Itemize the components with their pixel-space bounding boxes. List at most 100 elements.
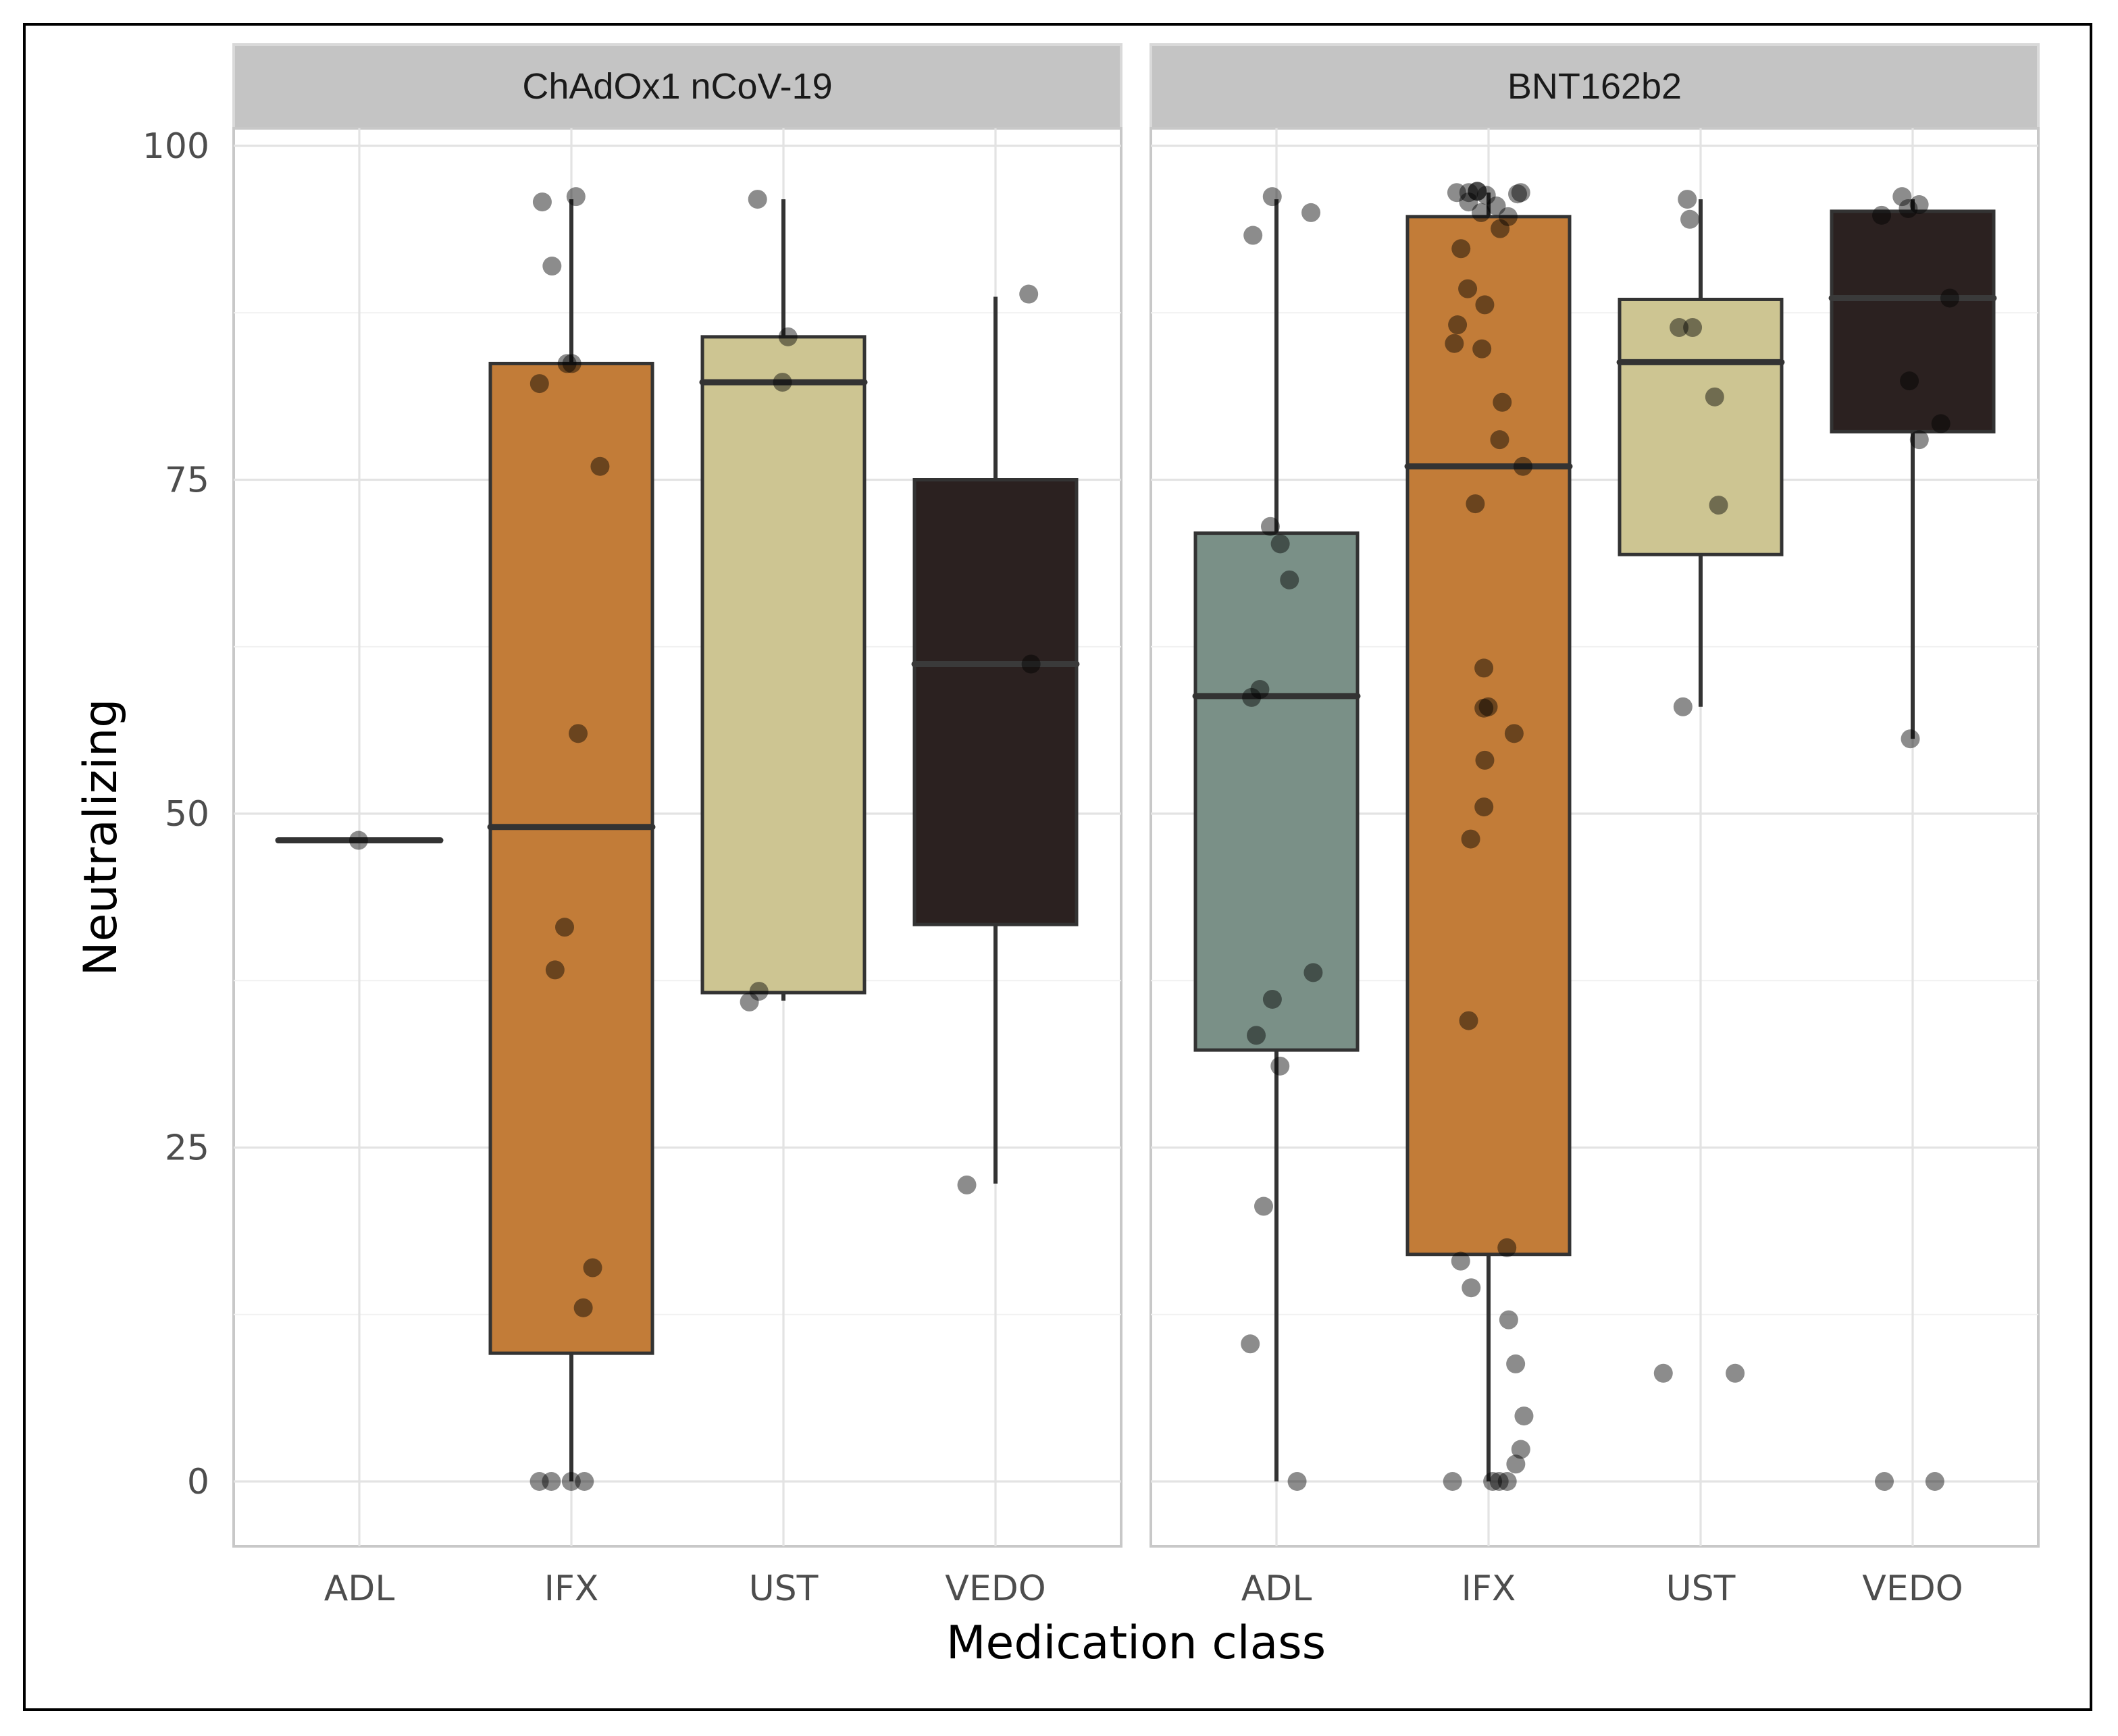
data-point: [778, 327, 798, 346]
data-point: [740, 992, 759, 1011]
data-point: [1508, 184, 1528, 204]
data-point: [575, 1472, 594, 1491]
data-point: [566, 187, 586, 207]
facet-strip: [1150, 43, 2040, 130]
data-point: [1451, 239, 1471, 259]
data-point: [1490, 430, 1509, 450]
data-point: [573, 1298, 593, 1317]
data-point: [1925, 1472, 1944, 1491]
data-point: [1019, 284, 1039, 304]
data-point: [957, 1175, 977, 1194]
x-tick-label: ADL: [324, 1569, 395, 1609]
data-point: [1504, 724, 1524, 743]
data-point: [1900, 371, 1919, 391]
data-point: [1243, 226, 1263, 245]
data-point: [1475, 295, 1495, 315]
data-point: [1280, 570, 1299, 589]
box-adl: [1192, 187, 1361, 1491]
data-point: [1653, 1363, 1673, 1383]
data-point: [1254, 1196, 1274, 1216]
data-point: [1899, 199, 1918, 218]
data-point: [1705, 387, 1724, 406]
x-tick-label: VEDO: [1862, 1569, 1963, 1609]
box: [912, 478, 1079, 926]
data-point: [1250, 680, 1270, 700]
data-point: [1448, 315, 1468, 335]
data-point: [1247, 1026, 1266, 1045]
box-ifx: [1404, 182, 1573, 1491]
data-point: [1931, 414, 1951, 433]
data-point: [1459, 1011, 1478, 1030]
x-tick-label: ADL: [1241, 1569, 1312, 1609]
data-point: [557, 354, 577, 373]
data-point: [1506, 1354, 1526, 1373]
data-point: [1514, 1406, 1534, 1426]
y-tick-label: 25: [165, 1128, 209, 1169]
box: [488, 361, 654, 1355]
x-tick-label: IFX: [1462, 1569, 1516, 1609]
data-point: [530, 374, 549, 394]
data-point: [545, 960, 565, 980]
box-adl: [275, 831, 444, 850]
data-point: [1683, 318, 1703, 338]
data-point: [1260, 517, 1280, 536]
box-ifx: [487, 187, 656, 1491]
data-point: [1443, 1472, 1462, 1491]
data-point: [1021, 654, 1041, 674]
y-axis-title: Neutralizing: [74, 699, 128, 976]
data-point: [1478, 697, 1498, 716]
data-point: [542, 257, 562, 276]
data-point: [1497, 1238, 1517, 1257]
data-point: [1678, 190, 1697, 209]
data-point: [1909, 430, 1929, 450]
data-point: [562, 354, 582, 373]
data-point: [1498, 207, 1518, 226]
data-point: [773, 373, 792, 392]
data-point: [1497, 1472, 1517, 1491]
data-point: [583, 1258, 602, 1278]
data-point: [348, 831, 368, 850]
data-point: [1680, 209, 1700, 229]
data-point: [1513, 456, 1532, 476]
data-point: [1476, 186, 1496, 205]
data-point: [1493, 392, 1512, 412]
data-point: [1459, 183, 1478, 203]
data-point: [1872, 205, 1892, 225]
data-point: [1892, 187, 1912, 207]
data-point: [1491, 219, 1510, 238]
x-tick-label: UST: [749, 1569, 819, 1609]
data-point: [1447, 183, 1466, 203]
data-point: [1462, 1278, 1481, 1298]
data-point: [1466, 494, 1485, 514]
data-point: [1909, 195, 1929, 215]
data-point: [555, 918, 575, 937]
data-point: [1901, 729, 1920, 749]
facet-title: BNT162b2: [1507, 66, 1682, 107]
data-point: [1241, 1334, 1260, 1354]
data-point: [1468, 182, 1487, 201]
data-point: [1499, 1310, 1518, 1330]
box: [1830, 209, 1996, 433]
box-ust: [1616, 190, 1785, 1383]
data-point: [1511, 1440, 1530, 1459]
data-point: [1474, 797, 1494, 817]
data-point: [1445, 334, 1464, 353]
data-point: [1270, 1056, 1290, 1076]
data-point: [532, 192, 552, 212]
panel-0: ChAdOx1 nCoV-19 ADL IFX UST VEDO: [232, 43, 1122, 1609]
x-tick-label: VEDO: [945, 1569, 1045, 1609]
y-tick-label: 50: [165, 794, 209, 835]
data-point: [1262, 187, 1282, 207]
x-tick-label: UST: [1666, 1569, 1736, 1609]
data-point: [748, 190, 767, 209]
data-point: [1270, 534, 1290, 554]
box: [1193, 531, 1360, 1052]
data-point: [530, 1472, 549, 1491]
data-point: [1262, 989, 1282, 1009]
box: [1618, 297, 1784, 556]
data-point: [1468, 182, 1487, 201]
data-point: [1726, 1363, 1745, 1383]
data-point: [749, 982, 769, 1001]
data-point: [1471, 203, 1491, 222]
